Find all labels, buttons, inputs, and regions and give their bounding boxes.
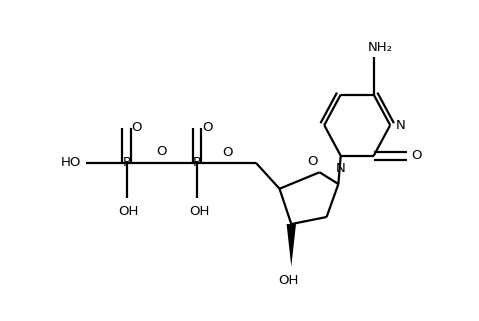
Text: O: O bbox=[307, 155, 318, 169]
Text: O: O bbox=[132, 121, 142, 134]
Text: O: O bbox=[202, 121, 213, 134]
Text: HO: HO bbox=[61, 156, 81, 169]
Text: OH: OH bbox=[279, 274, 299, 287]
Text: OH: OH bbox=[119, 205, 139, 218]
Polygon shape bbox=[286, 224, 296, 266]
Text: N: N bbox=[336, 162, 346, 176]
Text: O: O bbox=[222, 146, 233, 159]
Text: N: N bbox=[396, 119, 405, 132]
Text: O: O bbox=[411, 149, 422, 162]
Text: O: O bbox=[157, 144, 167, 158]
Text: P: P bbox=[193, 156, 201, 169]
Text: OH: OH bbox=[189, 205, 210, 218]
Text: P: P bbox=[123, 156, 130, 169]
Text: NH₂: NH₂ bbox=[368, 41, 393, 54]
